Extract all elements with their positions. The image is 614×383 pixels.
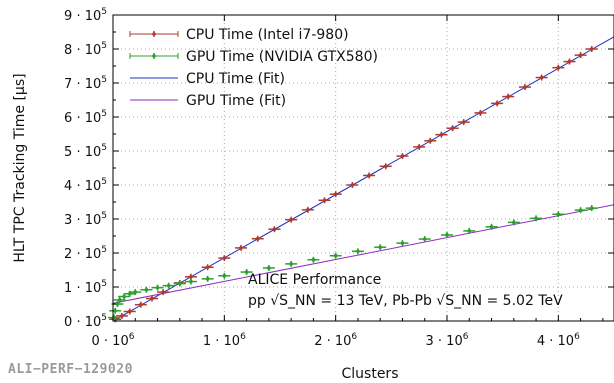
watermark: ALI−PERF−129020 (8, 362, 133, 377)
data-point (218, 255, 231, 262)
data-point (441, 231, 453, 238)
data-point (507, 219, 520, 226)
data-point (413, 143, 426, 150)
data-point (491, 100, 504, 107)
data-point (173, 280, 186, 287)
data-point (585, 205, 598, 212)
data-point (329, 252, 342, 259)
data-point (134, 301, 147, 308)
data-point (418, 236, 431, 243)
x-axis-title: Clusters (342, 366, 399, 382)
legend-item: CPU Time (Intel i7-980) (129, 27, 349, 43)
data-point (585, 46, 598, 52)
y-tick-label: 2 · 105 (64, 245, 107, 262)
data-point (535, 74, 548, 81)
legend-label: CPU Time (Fit) (186, 71, 285, 87)
y-tick-label: 5 · 105 (64, 143, 107, 160)
x-tick-labels: 0 · 106 1 · 106 2 · 106 3 · 106 4 · 106 (92, 332, 581, 349)
data-point (379, 163, 392, 170)
data-point (140, 286, 153, 293)
data-point (268, 226, 281, 233)
data-point (123, 308, 136, 315)
data-point (374, 244, 387, 251)
data-point (201, 275, 214, 282)
data-point (184, 278, 197, 285)
y-tick-label: 4 · 105 (64, 177, 107, 194)
data-point (518, 84, 531, 91)
y-tick-label: 6 · 105 (64, 109, 107, 126)
data-point (363, 172, 376, 179)
data-point (113, 296, 126, 303)
data-point (329, 191, 342, 198)
legend-label: GPU Time (Fit) (186, 93, 286, 109)
x-tick-label: 1 · 106 (203, 332, 246, 349)
x-tick-label: 0 · 106 (92, 332, 135, 349)
data-point (563, 58, 576, 65)
legend-item: GPU Time (NVIDIA GTX580) (129, 49, 378, 65)
x-tick-label: 3 · 106 (426, 332, 469, 349)
data-point (109, 307, 122, 314)
data-point (285, 216, 298, 223)
data-point (235, 244, 248, 251)
y-axis-title: HLT TPC Tracking Time [µs] (12, 73, 28, 262)
data-point (301, 206, 314, 213)
data-point (463, 227, 476, 234)
data-point (552, 211, 565, 218)
axis-ticks (112, 14, 614, 322)
data-point (446, 125, 459, 132)
data-point (474, 109, 487, 116)
data-point (457, 119, 470, 126)
data-point (307, 256, 320, 263)
data-point (424, 137, 437, 144)
data-point (115, 312, 128, 319)
data-point (351, 248, 364, 255)
data-point (396, 240, 409, 247)
data-point (485, 223, 498, 230)
y-tick-label: 0 · 105 (64, 313, 107, 330)
data-point (201, 264, 214, 271)
data-point (251, 235, 264, 242)
data-point (530, 215, 543, 222)
data-point (502, 93, 515, 100)
data-point (574, 52, 587, 59)
data-point (157, 289, 170, 296)
fit-lines (112, 36, 614, 322)
data-point (574, 207, 587, 214)
data-point (240, 269, 253, 276)
annotation-line-1: ALICE Performance (248, 272, 381, 288)
data-point (318, 197, 331, 204)
data-points (108, 46, 598, 323)
data-point (151, 284, 164, 291)
y-tick-label: 7 · 105 (64, 75, 107, 92)
y-tick-label: 1 · 105 (64, 279, 107, 296)
legend: CPU Time (Intel i7-980) GPU Time (NVIDIA … (129, 27, 378, 109)
legend-item: CPU Time (Fit) (130, 71, 285, 87)
fit-line (112, 36, 614, 322)
y-tick-label: 3 · 105 (64, 211, 107, 228)
y-tick-labels: 0 · 105 1 · 105 2 · 105 3 · 105 4 · 105 5 · 1… (64, 7, 107, 330)
data-point (162, 282, 175, 289)
y-tick-label: 9 · 105 (64, 7, 107, 24)
legend-item: GPU Time (Fit) (130, 93, 286, 109)
data-point (118, 293, 131, 300)
data-point (346, 182, 359, 188)
annotation-line-2: pp √S_NN = 13 TeV, Pb-Pb √S_NN = 5.02 Te… (248, 293, 563, 309)
data-point (262, 264, 275, 271)
data-point (552, 64, 565, 71)
fit-line (112, 204, 614, 304)
data-point (396, 153, 409, 160)
legend-label: GPU Time (NVIDIA GTX580) (186, 49, 378, 65)
y-tick-label: 8 · 105 (64, 41, 107, 58)
legend-label: CPU Time (Intel i7-980) (186, 27, 349, 43)
x-tick-label: 4 · 106 (537, 332, 580, 349)
data-point (218, 272, 231, 279)
x-tick-label: 2 · 106 (314, 332, 357, 349)
data-point (145, 295, 158, 302)
data-point (129, 289, 142, 296)
data-point (435, 131, 448, 138)
gridlines (113, 15, 614, 321)
data-point (285, 260, 298, 267)
